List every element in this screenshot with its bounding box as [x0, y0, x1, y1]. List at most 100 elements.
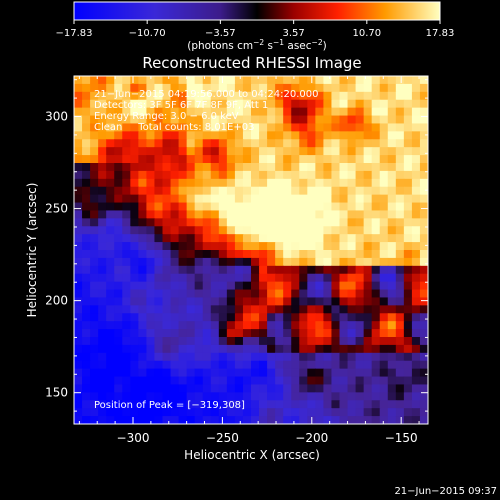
heatmap-cell: [419, 337, 428, 346]
heatmap-cell: [411, 178, 421, 188]
heatmap-cell: [154, 155, 164, 164]
heatmap-cell: [299, 131, 308, 140]
heatmap-cell: [411, 313, 421, 322]
heatmap-cell: [154, 202, 164, 212]
heatmap-cell: [259, 186, 268, 196]
heatmap-cell: [355, 273, 365, 283]
heatmap-cell: [299, 155, 308, 164]
heatmap-cell: [122, 400, 131, 409]
heatmap-cell: [275, 83, 284, 93]
heatmap-cell: [395, 83, 405, 93]
heatmap-cell: [379, 289, 389, 299]
heatmap-cell: [114, 281, 123, 291]
heatmap-cell: [178, 305, 188, 314]
heatmap-cell: [395, 384, 405, 393]
heatmap-cell: [307, 281, 316, 291]
heatmap-cell: [395, 305, 405, 314]
heatmap-cell: [178, 210, 188, 219]
heatmap-cell: [82, 329, 91, 338]
heatmap-cell: [130, 147, 139, 156]
heatmap-cell: [162, 186, 172, 196]
heatmap-cell: [411, 257, 421, 267]
heatmap-cell: [379, 337, 389, 346]
heatmap-cell: [371, 376, 381, 386]
heatmap-cell: [363, 376, 373, 386]
heatmap-cell: [331, 139, 341, 148]
heatmap-cell: [251, 83, 260, 93]
heatmap-cell: [251, 194, 260, 204]
heatmap-cell: [275, 139, 284, 148]
heatmap-cell: [154, 131, 164, 140]
heatmap-cell: [130, 107, 139, 117]
heatmap-cell: [267, 178, 276, 188]
heatmap-cell: [146, 76, 156, 85]
heatmap-cell: [387, 289, 397, 299]
heatmap-cell: [363, 392, 373, 401]
heatmap-cell: [106, 313, 115, 322]
heatmap-cell: [259, 147, 268, 156]
heatmap-cell: [146, 155, 156, 164]
heatmap-cell: [419, 218, 428, 227]
heatmap-cell: [138, 123, 148, 132]
heatmap-cell: [251, 376, 260, 386]
heatmap-cell: [122, 163, 131, 172]
heatmap-cell: [403, 186, 413, 196]
heatmap-cell: [411, 242, 421, 251]
heatmap-cell: [82, 408, 91, 417]
heatmap-cell: [218, 155, 228, 164]
heatmap-cell: [315, 139, 325, 148]
heatmap-cell: [363, 83, 373, 93]
heatmap-cell: [339, 408, 349, 417]
heatmap-cell: [299, 202, 308, 212]
heatmap-cell: [347, 178, 357, 188]
heatmap-cell: [106, 202, 115, 212]
heatmap-cell: [307, 139, 316, 148]
heatmap-cell: [178, 400, 188, 409]
heatmap-cell: [106, 265, 115, 275]
heatmap-cell: [371, 155, 381, 164]
heatmap-cell: [162, 226, 172, 235]
heatmap-cell: [146, 297, 156, 306]
heatmap-cell: [202, 226, 212, 235]
heatmap-cell: [339, 139, 349, 148]
heatmap-cell: [74, 352, 83, 362]
heatmap-cell: [275, 416, 284, 424]
heatmap-cell: [395, 273, 405, 283]
heatmap-cell: [122, 352, 131, 362]
heatmap-cell: [395, 131, 405, 140]
heatmap-cell: [315, 178, 325, 188]
heatmap-cell: [307, 408, 316, 417]
heatmap-cell: [154, 147, 164, 156]
heatmap-cell: [122, 337, 131, 346]
heatmap-cell: [178, 265, 188, 275]
heatmap-cell: [363, 273, 373, 283]
heatmap-cell: [178, 76, 188, 85]
heatmap-cell: [411, 329, 421, 338]
heatmap-cell: [275, 321, 284, 330]
heatmap-cell: [226, 139, 236, 148]
heatmap-cell: [194, 281, 204, 291]
heatmap-cell: [339, 76, 349, 85]
heatmap-cell: [82, 163, 91, 172]
heatmap-cell: [122, 107, 131, 117]
heatmap-cell: [138, 218, 148, 227]
heatmap-cell: [267, 107, 276, 117]
heatmap-cell: [226, 297, 236, 306]
heatmap-cell: [267, 400, 276, 409]
heatmap-cell: [186, 83, 196, 93]
heatmap-cell: [379, 313, 389, 322]
heatmap-cell: [210, 305, 220, 314]
plot-frame: [73, 75, 429, 425]
heatmap-cell: [395, 281, 405, 291]
heatmap-cell: [202, 250, 212, 259]
heatmap-cell: [299, 392, 308, 401]
x-tick-label: −200: [295, 431, 328, 445]
heatmap-cell: [411, 400, 421, 409]
heatmap-cell: [202, 281, 212, 291]
heatmap-cell: [291, 123, 300, 132]
heatmap-cell: [98, 147, 107, 156]
heatmap-cell: [267, 321, 276, 330]
heatmap-cell: [154, 408, 164, 417]
heatmap-cell: [130, 400, 139, 409]
